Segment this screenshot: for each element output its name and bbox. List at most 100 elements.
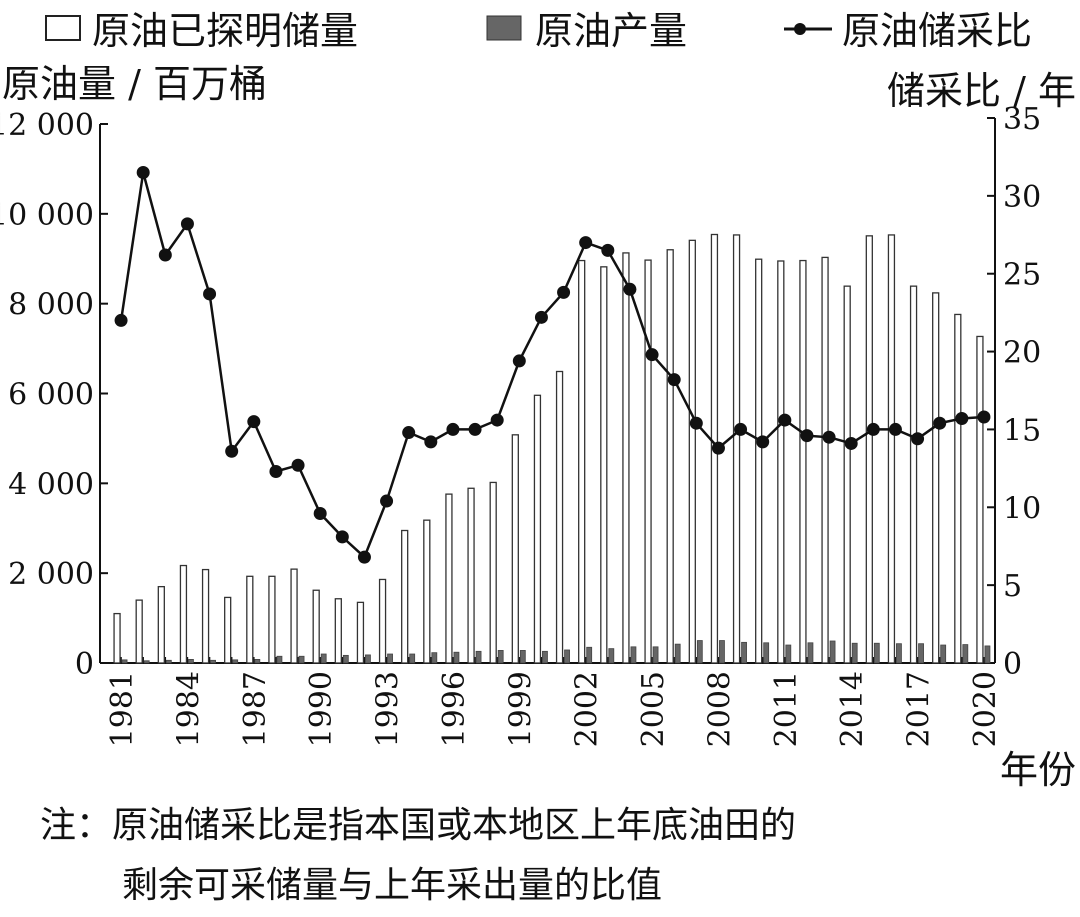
reserves-bar xyxy=(932,292,940,664)
x-tick-label: 2011 xyxy=(769,671,804,747)
reserves-bar xyxy=(201,568,210,664)
left-axis-ticks: 0 2 000 4 000 6 000 8 000 10 000 12 000 xyxy=(0,108,108,682)
reserves-bar xyxy=(356,601,365,664)
production-bar xyxy=(696,640,703,664)
production-bar xyxy=(387,653,393,664)
production-bar xyxy=(851,642,858,664)
note-line-2: 剩余可采储量与上年采出量的比值 xyxy=(122,865,663,906)
reserves-bar xyxy=(600,266,608,664)
ratio-point xyxy=(114,313,128,327)
reserves-bar xyxy=(622,252,630,664)
ratio-point xyxy=(468,422,482,436)
production-bar xyxy=(652,646,659,664)
right-tick-label: 0 xyxy=(1003,647,1022,682)
x-tick-label: 1993 xyxy=(371,671,406,747)
right-tick-label: 20 xyxy=(1003,336,1041,371)
x-tick-label: 1981 xyxy=(105,671,140,747)
ratio-point xyxy=(512,354,526,368)
reserves-bar xyxy=(224,596,232,664)
right-axis-ticks: 0 5 10 15 20 25 30 35 xyxy=(987,102,1041,682)
production-bar xyxy=(519,650,526,664)
ratio-point xyxy=(269,464,283,478)
left-tick-label: 0 xyxy=(75,647,94,682)
production-bar xyxy=(342,654,349,664)
ratio-point xyxy=(424,435,438,449)
note-line-1: 注：原油储采比是指本国或本地区上年底油田的 xyxy=(40,805,797,846)
x-axis-title: 年份 xyxy=(1000,748,1076,792)
reserves-bar xyxy=(954,313,962,664)
ratio-point xyxy=(911,432,925,446)
x-tick-label: 1999 xyxy=(503,671,538,747)
reserves-bar xyxy=(909,285,918,664)
x-tick-label: 2002 xyxy=(570,671,605,747)
ratio-point xyxy=(357,550,371,564)
production-bar xyxy=(829,640,836,664)
x-tick-label: 2005 xyxy=(636,671,671,747)
production-bar xyxy=(453,651,460,664)
left-tick-label: 4 000 xyxy=(8,467,94,502)
x-tick-label: 2017 xyxy=(902,671,937,747)
ratio-point xyxy=(866,422,880,436)
production-bar xyxy=(542,650,548,664)
reserves-bar xyxy=(976,335,984,664)
reserves-bar xyxy=(401,529,409,664)
ratio-point xyxy=(579,236,593,250)
production-bar xyxy=(918,643,924,664)
reserves-bar xyxy=(290,568,298,664)
ratio-point xyxy=(313,507,327,521)
reserves-bar xyxy=(821,256,829,664)
right-tick-label: 5 xyxy=(1003,569,1022,604)
ratio-point xyxy=(623,282,637,296)
reserves-bar xyxy=(666,249,674,664)
ratio-point xyxy=(158,248,172,262)
production-bar xyxy=(873,642,880,664)
reserves-bar xyxy=(644,259,652,664)
ratio-point xyxy=(933,416,947,430)
left-tick-label: 10 000 xyxy=(0,198,94,233)
reserves-bar xyxy=(423,519,431,664)
production-bar xyxy=(232,659,239,664)
right-tick-label: 15 xyxy=(1003,413,1041,448)
reserves-bar xyxy=(246,575,254,664)
ratio-point xyxy=(734,422,748,436)
ratio-point xyxy=(822,430,836,444)
x-tick-label: 2014 xyxy=(835,671,870,747)
production-bar xyxy=(210,659,216,664)
reserves-bar xyxy=(334,598,342,664)
reserves-bar xyxy=(865,235,873,664)
reserves-bar xyxy=(732,234,741,664)
ratio-point xyxy=(557,285,571,299)
reserves-bar xyxy=(533,394,542,664)
legend-ratio-dot xyxy=(794,23,806,35)
production-bar xyxy=(320,653,327,664)
ratio-point xyxy=(778,413,792,427)
ratio-point xyxy=(225,444,239,458)
x-tick-label: 1984 xyxy=(171,671,206,747)
legend-production-label: 原油产量 xyxy=(535,9,687,53)
ratio-point xyxy=(247,415,261,429)
production-bar xyxy=(143,660,150,664)
reserves-bar xyxy=(887,234,896,664)
reserves-bar xyxy=(179,564,188,664)
production-bar xyxy=(276,655,283,664)
legend: 原油已探明储量 原油产量 原油储采比 xyxy=(45,9,1032,53)
reserves-bar xyxy=(688,239,696,664)
production-bar xyxy=(409,653,416,664)
production-bar xyxy=(896,643,902,664)
ratio-point xyxy=(844,436,858,450)
ratio-point xyxy=(402,426,416,440)
production-bar xyxy=(254,659,261,664)
ratio-line-series xyxy=(114,166,991,564)
legend-production-swatch xyxy=(486,15,522,41)
reserves-bar xyxy=(113,612,121,664)
x-tick-label: 2008 xyxy=(702,671,737,747)
left-axis-title: 原油量 / 百万桶 xyxy=(2,62,267,106)
ratio-point xyxy=(601,243,615,257)
x-tick-label: 1996 xyxy=(437,671,472,747)
ratio-point xyxy=(977,410,991,424)
ratio-point xyxy=(955,412,969,426)
reserves-bar xyxy=(777,260,785,664)
left-tick-label: 6 000 xyxy=(8,378,94,413)
ratio-point xyxy=(180,217,194,231)
production-bar xyxy=(431,652,438,664)
